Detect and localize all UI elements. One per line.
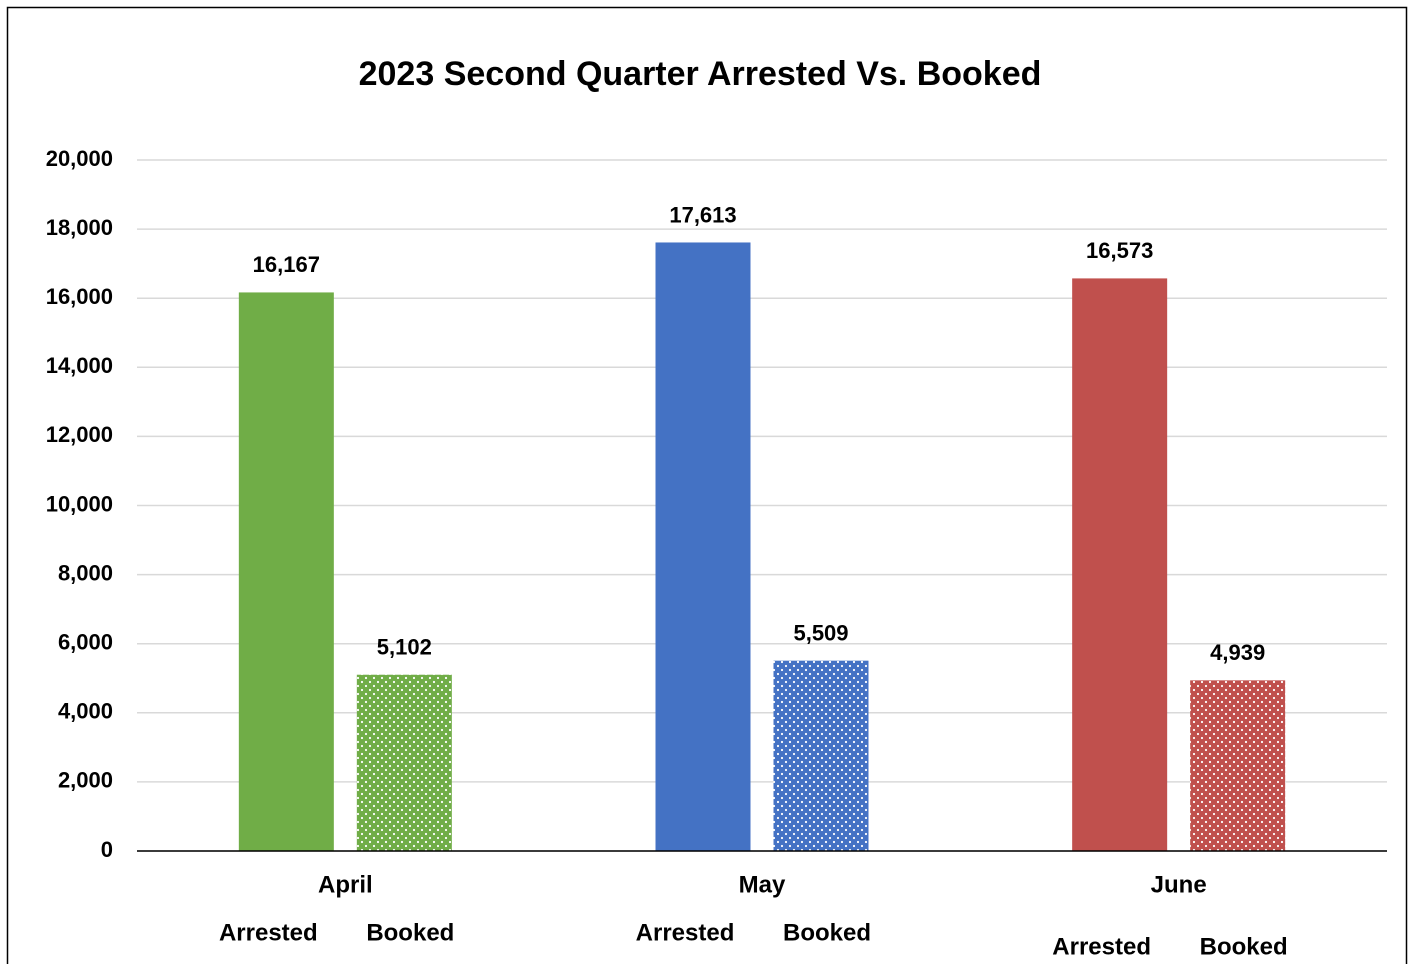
series-label: Booked bbox=[366, 919, 454, 946]
bar bbox=[773, 660, 869, 851]
y-tick-label: 14,000 bbox=[46, 353, 113, 378]
x-tick-label: June bbox=[1151, 871, 1207, 898]
series-label: Booked bbox=[783, 919, 871, 946]
data-label: 5,509 bbox=[793, 620, 848, 645]
data-label: 5,102 bbox=[377, 635, 432, 660]
bar bbox=[1190, 680, 1286, 851]
y-tick-label: 12,000 bbox=[46, 422, 113, 447]
y-tick-label: 18,000 bbox=[46, 215, 113, 240]
chart-title: 2023 Second Quarter Arrested Vs. Booked bbox=[359, 55, 1042, 93]
y-tick-label: 0 bbox=[101, 837, 113, 862]
data-label: 17,613 bbox=[669, 202, 736, 227]
data-label: 16,167 bbox=[253, 252, 320, 277]
bar bbox=[655, 242, 751, 852]
series-label: Booked bbox=[1200, 933, 1288, 960]
bar bbox=[238, 292, 334, 851]
y-tick-label: 20,000 bbox=[46, 146, 113, 171]
series-label: Arrested bbox=[219, 919, 318, 946]
y-tick-label: 4,000 bbox=[58, 699, 113, 724]
bar bbox=[1072, 278, 1168, 852]
x-tick-label: May bbox=[739, 871, 786, 898]
bar bbox=[356, 674, 452, 851]
y-tick-label: 2,000 bbox=[58, 768, 113, 793]
x-tick-label: April bbox=[318, 871, 373, 898]
y-tick-label: 16,000 bbox=[46, 284, 113, 309]
y-tick-label: 10,000 bbox=[46, 491, 113, 516]
y-tick-label: 8,000 bbox=[58, 560, 113, 585]
data-label: 16,573 bbox=[1086, 238, 1153, 263]
series-label: Arrested bbox=[636, 919, 735, 946]
y-tick-label: 6,000 bbox=[58, 630, 113, 655]
data-label: 4,939 bbox=[1210, 640, 1265, 665]
series-label: Arrested bbox=[1052, 933, 1151, 960]
